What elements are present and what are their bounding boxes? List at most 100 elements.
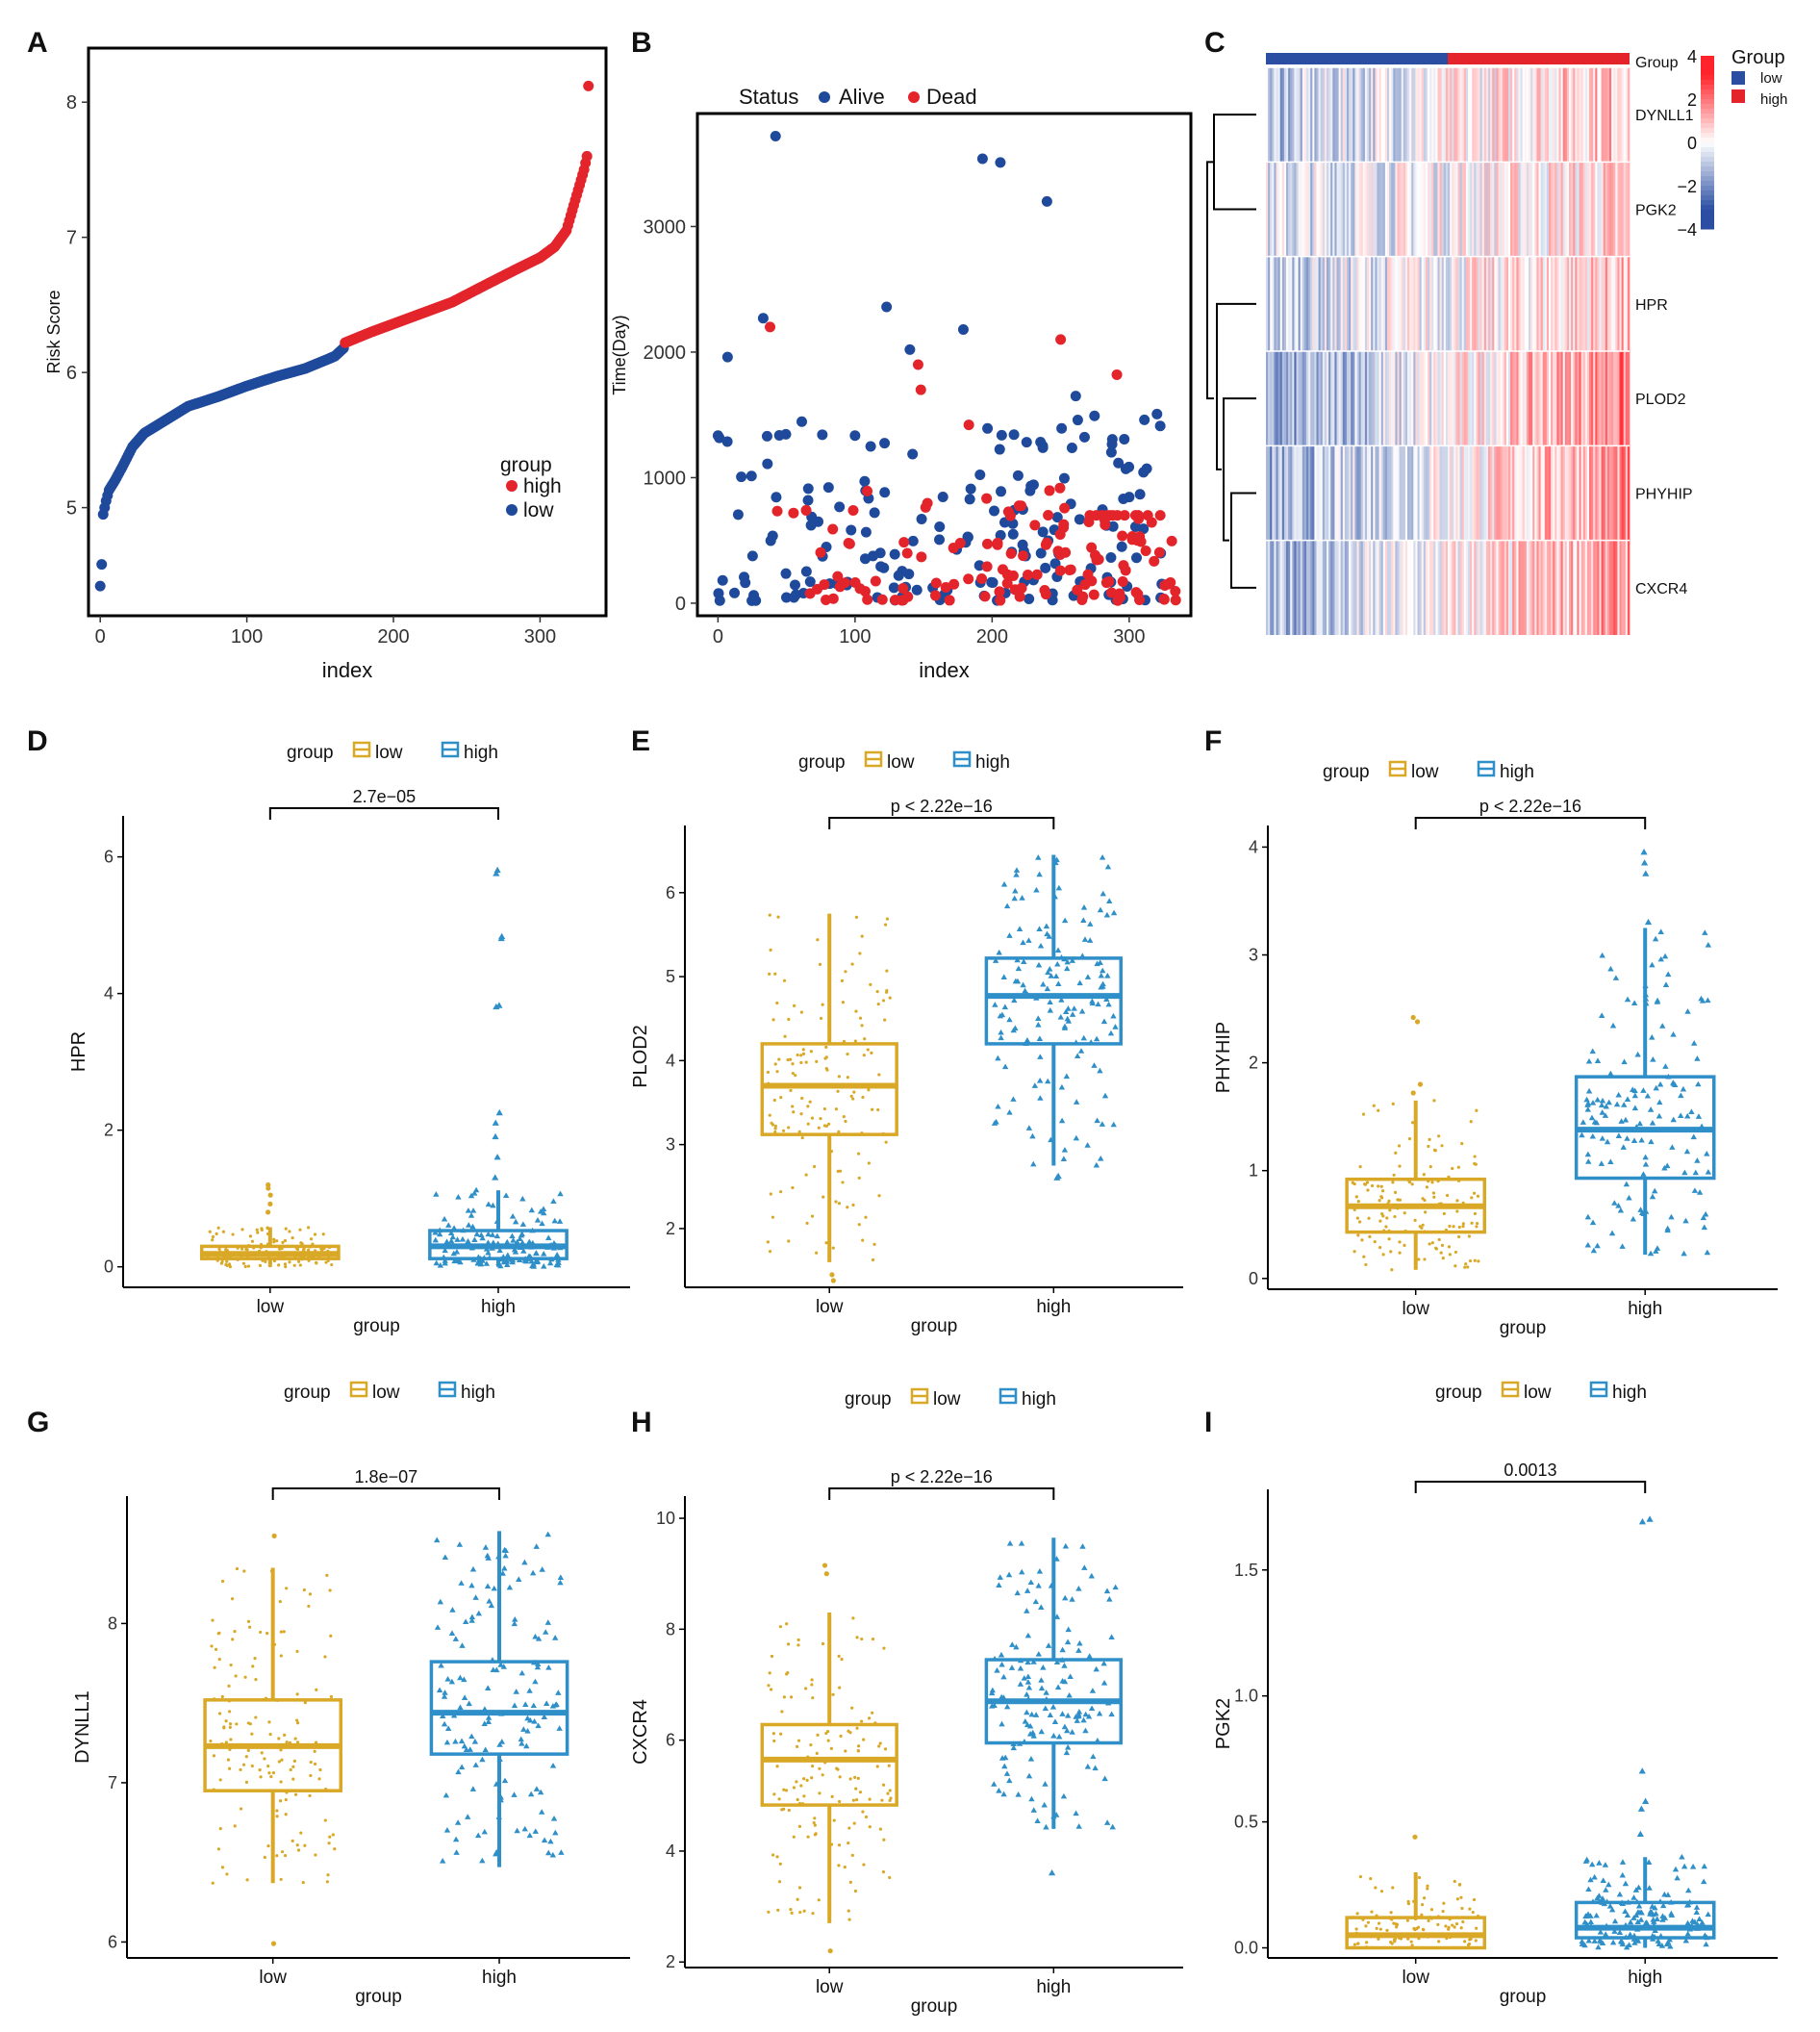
heatmap-cell	[1314, 445, 1317, 541]
jitter-point-high	[998, 1029, 1004, 1035]
heatmap-cell	[1332, 256, 1335, 351]
survival-point-alive	[911, 584, 923, 596]
heatmap-cell	[1320, 162, 1324, 257]
heatmap-cell	[1518, 162, 1521, 257]
heatmap-cell	[1415, 162, 1418, 257]
heatmap-cell	[1433, 351, 1436, 446]
heatmap-cell	[1387, 67, 1390, 163]
heatmap-cell	[1502, 67, 1505, 163]
heatmap-cell	[1367, 351, 1370, 446]
jitter-point-high	[437, 1261, 444, 1268]
heatmap-cell	[1409, 162, 1412, 257]
heatmap-cell	[1470, 540, 1473, 635]
survival-point-dead	[1002, 506, 1014, 518]
jitter-point-low	[888, 1875, 892, 1880]
heatmap-cell	[1411, 445, 1414, 541]
survival-point-alive	[717, 574, 728, 586]
survival-point-alive	[1089, 410, 1100, 421]
jitter-point-low	[844, 1749, 847, 1753]
jitter-point-low	[771, 1215, 775, 1219]
jitter-point-low	[780, 1710, 784, 1714]
jitter-point-low	[284, 1264, 288, 1269]
survival-points	[712, 130, 1181, 606]
heatmap-cell	[1373, 162, 1376, 257]
heatmap-cell	[1613, 445, 1616, 541]
heatmap-cell	[1393, 67, 1396, 163]
jitter-point-high	[1003, 1703, 1011, 1710]
survival-point-dead	[1096, 510, 1107, 521]
jitter-point-high	[1059, 1678, 1066, 1684]
heatmap-cell	[1428, 351, 1430, 446]
heatmap-cell	[1277, 67, 1281, 163]
jitter-point-low	[850, 1853, 854, 1857]
jitter-point-low	[847, 1909, 850, 1913]
jitter-point-low	[1356, 1200, 1360, 1204]
jitter-point-low	[328, 1835, 332, 1839]
jitter-point-high	[1623, 1181, 1630, 1187]
jitter-point-low	[1393, 1214, 1397, 1219]
box-iqr	[429, 1660, 569, 1756]
heatmap-cell	[1324, 67, 1327, 163]
jitter-point-high	[1112, 1584, 1119, 1590]
survival-point-dead	[916, 551, 927, 563]
survival-point-alive	[804, 576, 816, 588]
jitter-point-low	[1457, 1882, 1462, 1887]
jitter-point-low	[303, 1701, 307, 1705]
heatmap-cell	[1276, 256, 1278, 351]
jitter-point-low	[841, 1001, 846, 1004]
jitter-point-low	[291, 1765, 295, 1768]
y-tick-label-g: 7	[108, 1773, 117, 1792]
heatmap-cell	[1419, 351, 1423, 446]
heatmap-cell	[1575, 445, 1578, 541]
survival-point-alive	[1066, 443, 1077, 454]
heatmap-cell	[1627, 351, 1630, 446]
jitter-point-low	[218, 1827, 222, 1831]
jitter-point-high	[442, 1554, 449, 1561]
heatmap-cell	[1276, 445, 1278, 541]
jitter-point-high	[527, 1791, 535, 1797]
jitter-point-high	[485, 1201, 493, 1207]
heatmap-cell	[1577, 256, 1580, 351]
survival-point-alive	[802, 495, 814, 506]
survival-point-dead	[1119, 510, 1130, 521]
jitter-point-high	[1063, 1073, 1071, 1080]
jitter-point-high	[1035, 1651, 1042, 1657]
jitter-point-high	[509, 1232, 516, 1239]
jitter-point-high	[453, 1849, 460, 1855]
heatmap-cell	[1560, 445, 1564, 541]
legend-title-c: Group	[1732, 47, 1785, 68]
survival-point-dead	[1018, 550, 1029, 562]
survival-point-dead	[1084, 510, 1096, 521]
jitter-point-low	[847, 1842, 850, 1845]
survival-point-alive	[1040, 562, 1051, 573]
survival-point-dead	[1055, 334, 1067, 345]
heatmap-cell	[1403, 67, 1406, 163]
survival-point-dead	[1054, 565, 1066, 576]
heatmap-cell	[1522, 67, 1526, 163]
jitter-point-low	[1463, 1940, 1467, 1943]
heatmap-cell	[1279, 256, 1283, 351]
heatmap-cell	[1500, 162, 1504, 257]
jitter-point-high	[996, 949, 1002, 955]
heatmap-cell	[1445, 445, 1449, 541]
x-tick-label-g-high: high	[482, 1968, 517, 1988]
jitter-point-low	[1426, 1887, 1429, 1891]
colorbar-segment	[1701, 147, 1714, 153]
heatmap-cell	[1551, 540, 1554, 635]
heatmap-cell	[1542, 445, 1546, 541]
jitter-point-high	[1088, 1705, 1096, 1712]
jitter-point-high	[448, 1630, 456, 1636]
heatmap-cell	[1290, 162, 1293, 257]
jitter-point-high	[1032, 1712, 1040, 1717]
survival-point-dead	[1106, 587, 1118, 598]
jitter-point-low	[858, 1016, 863, 1020]
jitter-point-low	[1471, 1910, 1475, 1915]
jitter-point-high	[1611, 1200, 1618, 1206]
jitter-point-high	[1659, 1023, 1666, 1029]
jitter-point-high	[1064, 1727, 1071, 1734]
heatmap-cell	[1450, 445, 1453, 541]
jitter-point-high	[1027, 1755, 1035, 1762]
jitter-point-low	[313, 1749, 316, 1753]
jitter-point-high	[1659, 1902, 1667, 1909]
heatmap-cell	[1362, 540, 1366, 635]
